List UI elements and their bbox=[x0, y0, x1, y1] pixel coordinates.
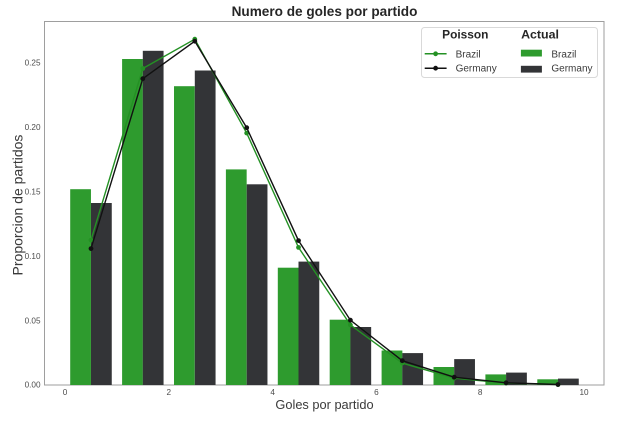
svg-text:Brazil: Brazil bbox=[456, 49, 481, 60]
svg-text:2: 2 bbox=[167, 388, 172, 397]
svg-text:6: 6 bbox=[374, 388, 379, 397]
svg-text:4: 4 bbox=[270, 388, 275, 397]
svg-text:0.05: 0.05 bbox=[25, 316, 41, 325]
svg-text:0.00: 0.00 bbox=[25, 381, 41, 390]
svg-text:0.20: 0.20 bbox=[25, 123, 41, 132]
svg-text:Poisson: Poisson bbox=[442, 28, 488, 42]
svg-text:0.10: 0.10 bbox=[25, 252, 41, 261]
svg-text:Germany: Germany bbox=[551, 64, 592, 75]
svg-text:8: 8 bbox=[478, 388, 483, 397]
svg-text:Proporcion de partidos: Proporcion de partidos bbox=[10, 135, 26, 276]
svg-text:0.15: 0.15 bbox=[25, 188, 41, 197]
svg-text:Goles por partido: Goles por partido bbox=[275, 397, 373, 412]
svg-text:10: 10 bbox=[579, 388, 589, 397]
svg-text:Brazil: Brazil bbox=[551, 49, 576, 60]
svg-text:Numero de goles por partido: Numero de goles por partido bbox=[232, 4, 418, 19]
svg-text:0.25: 0.25 bbox=[25, 59, 41, 68]
svg-text:0: 0 bbox=[63, 388, 68, 397]
svg-text:Germany: Germany bbox=[456, 64, 497, 75]
svg-text:Actual: Actual bbox=[521, 28, 559, 42]
